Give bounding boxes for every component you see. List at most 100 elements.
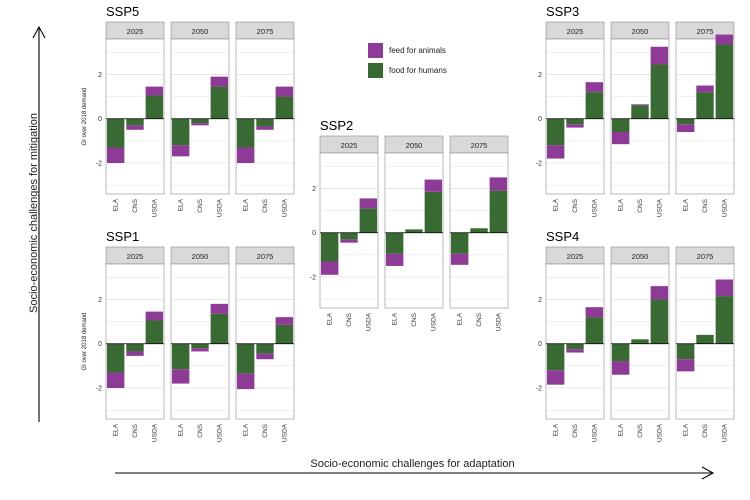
y-tick-label: 0 — [98, 116, 102, 123]
legend-label-feed-for-animals: feed for animals — [389, 45, 446, 55]
x-tick-label: ELA — [553, 198, 560, 211]
facet-group-title: SSP5 — [106, 4, 139, 19]
bar-food-for-humans-ela — [106, 118, 125, 148]
bar-food-for-humans-usda — [715, 44, 734, 119]
panel-2050: 2050 ELA CNS USDA — [170, 246, 230, 442]
bar-food-for-humans-cns — [256, 118, 274, 127]
bar-food-for-humans-ela — [236, 343, 255, 374]
panel-2050: 2050 ELA CNS USDA — [610, 21, 670, 217]
bar-feed-for-animals-ela — [676, 359, 695, 372]
facet-strip-label: 2025 — [567, 252, 584, 261]
x-tick-label: USDA — [591, 198, 598, 217]
bar-food-for-humans-cns — [470, 228, 488, 233]
x-tick-label: ELA — [178, 198, 185, 211]
bar-food-for-humans-ela — [546, 118, 565, 146]
bar-food-for-humans-cns — [256, 343, 274, 354]
x-tick-label: USDA — [656, 198, 663, 217]
bar-feed-for-animals-ela — [171, 145, 190, 157]
bar-food-for-humans-ela — [546, 343, 565, 371]
bar-feed-for-animals-cns — [126, 351, 144, 356]
x-tick-label: ELA — [243, 198, 250, 211]
bar-food-for-humans-ela — [106, 343, 125, 373]
bar-food-for-humans-usda — [585, 92, 604, 119]
facet-strip-label: 2075 — [697, 252, 714, 261]
x-tick-label: CNS — [572, 198, 579, 212]
bar-food-for-humans-cns — [696, 92, 714, 119]
bar-food-for-humans-ela — [611, 118, 630, 132]
legend-label-food-for-humans: food for humans — [389, 65, 447, 75]
bar-feed-for-animals-usda — [715, 279, 734, 297]
x-tick-label: USDA — [656, 423, 663, 442]
x-tick-label: CNS — [702, 198, 709, 212]
x-tick-label: ELA — [178, 423, 185, 436]
panel-2025: 2025 ELA CNS USDA — [105, 21, 165, 217]
bar-feed-for-animals-usda — [210, 76, 229, 87]
facet-group-ssp1: SSP1 GI over 2018 demand -2 0 2 2025 ELA CNS USD… — [82, 229, 295, 442]
bar-food-for-humans-ela — [171, 118, 190, 146]
x-tick-label: USDA — [591, 423, 598, 442]
bar-food-for-humans-cns — [126, 118, 144, 126]
y-tick-label: 2 — [98, 72, 102, 79]
facet-group-title: SSP4 — [546, 229, 579, 244]
x-tick-label: ELA — [327, 312, 334, 325]
y-tick-label: 2 — [312, 186, 316, 193]
bar-food-for-humans-usda — [424, 191, 443, 233]
x-tick-label: CNS — [197, 198, 204, 212]
bar-food-for-humans-usda — [650, 299, 669, 344]
bar-feed-for-animals-usda — [359, 198, 378, 209]
facet-strip-label: 2025 — [567, 27, 584, 36]
x-tick-label: CNS — [262, 423, 269, 437]
bar-food-for-humans-cns — [191, 343, 209, 349]
bar-feed-for-animals-usda — [210, 303, 229, 314]
panel-2050: 2050 ELA CNS USDA — [384, 135, 444, 331]
bar-food-for-humans-usda — [210, 86, 229, 119]
x-tick-label: ELA — [243, 423, 250, 436]
bar-food-for-humans-cns — [191, 118, 209, 124]
y-tick-label: 0 — [538, 341, 542, 348]
x-tick-label: CNS — [476, 312, 483, 326]
legend: feed for animals food for humans — [368, 40, 447, 80]
x-tick-label: USDA — [281, 198, 288, 217]
legend-item-feed-for-animals: feed for animals — [368, 40, 447, 60]
facet-strip-label: 2050 — [406, 141, 423, 150]
bar-feed-for-animals-cns — [631, 104, 649, 106]
bar-food-for-humans-usda — [210, 313, 229, 344]
bar-feed-for-animals-ela — [611, 132, 630, 145]
y-tick-label: -2 — [536, 161, 542, 168]
x-tick-label: CNS — [637, 198, 644, 212]
y-axis-title: Socio-economic challenges for mitigation — [28, 113, 40, 313]
bar-feed-for-animals-usda — [424, 179, 443, 192]
bar-food-for-humans-usda — [489, 190, 508, 233]
bar-feed-for-animals-usda — [650, 286, 669, 300]
x-tick-label: CNS — [197, 423, 204, 437]
bar-feed-for-animals-cns — [566, 349, 584, 353]
bar-food-for-humans-usda — [650, 64, 669, 119]
x-tick-label: USDA — [216, 423, 223, 442]
y-tick-label: -2 — [310, 275, 316, 282]
x-tick-label: CNS — [702, 423, 709, 437]
x-tick-label: CNS — [346, 312, 353, 326]
bar-feed-for-animals-cns — [696, 85, 714, 93]
bar-food-for-humans-usda — [585, 317, 604, 344]
bar-food-for-humans-ela — [236, 118, 255, 148]
y-tick-label: -2 — [536, 386, 542, 393]
bar-feed-for-animals-usda — [585, 82, 604, 93]
x-tick-label: CNS — [572, 423, 579, 437]
x-tick-label: ELA — [683, 423, 690, 436]
x-tick-label: ELA — [683, 198, 690, 211]
panel-2075: 2075 ELA CNS USDA — [675, 246, 735, 442]
x-tick-label: USDA — [495, 312, 502, 331]
panel-2025: 2025 ELA CNS USDA — [319, 135, 379, 331]
bar-feed-for-animals-cns — [256, 126, 274, 130]
x-tick-label: ELA — [113, 423, 120, 436]
bar-food-for-humans-cns — [340, 232, 358, 240]
facet-strip-label: 2025 — [341, 141, 358, 150]
bar-feed-for-animals-ela — [546, 145, 565, 159]
panel-2075: 2075 ELA CNS USDA — [235, 21, 295, 217]
bar-food-for-humans-cns — [631, 339, 649, 344]
bar-food-for-humans-cns — [566, 118, 584, 125]
facet-strip-label: 2025 — [127, 252, 144, 261]
bar-food-for-humans-cns — [126, 343, 144, 352]
bar-feed-for-animals-ela — [385, 253, 404, 266]
